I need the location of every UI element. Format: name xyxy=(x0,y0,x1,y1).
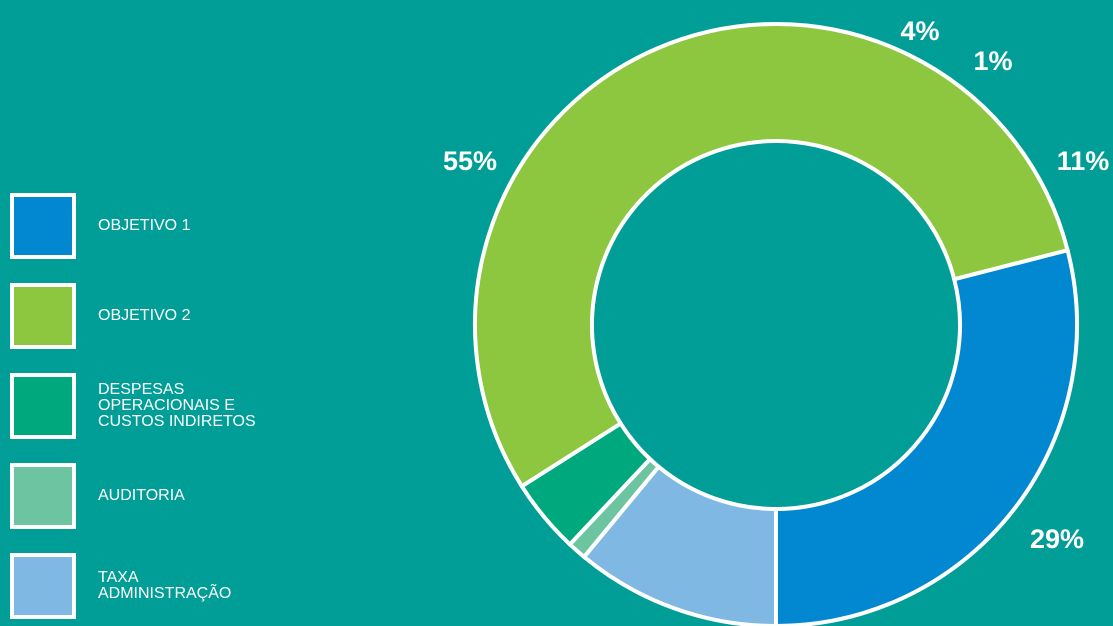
legend-swatch xyxy=(10,553,76,619)
legend-label: OBJETIVO 2 xyxy=(98,308,328,324)
slice-objetivo-2-value-label: 55% xyxy=(443,146,497,176)
legend-item-taxa-administracao: TAXA ADMINISTRAÇÃO xyxy=(10,553,328,619)
legend-swatch xyxy=(10,193,76,259)
slice-despesas-value-label: 4% xyxy=(900,16,939,46)
legend-item-auditoria: AUDITORIA xyxy=(10,463,328,529)
legend-item-objetivo-2: OBJETIVO 2 xyxy=(10,283,328,349)
legend-label: TAXA ADMINISTRAÇÃO xyxy=(98,570,328,602)
legend-label: AUDITORIA xyxy=(98,488,328,504)
legend-label: OBJETIVO 1 xyxy=(98,218,328,234)
slice-auditoria-value-label: 1% xyxy=(973,46,1012,76)
legend-item-objetivo-1: OBJETIVO 1 xyxy=(10,193,328,259)
legend-label: DESPESAS OPERACIONAIS E CUSTOS INDIRETOS xyxy=(98,382,328,430)
slice-objetivo-1 xyxy=(776,250,1077,626)
legend-swatch xyxy=(10,283,76,349)
legend-swatch xyxy=(10,373,76,439)
slice-taxa-administracao-value-label: 11% xyxy=(1057,146,1110,176)
donut-slices xyxy=(475,24,1077,626)
slice-objetivo-1-value-label: 29% xyxy=(1030,524,1084,554)
legend-item-despesas: DESPESAS OPERACIONAIS E CUSTOS INDIRETOS xyxy=(10,373,328,439)
legend-swatch xyxy=(10,463,76,529)
